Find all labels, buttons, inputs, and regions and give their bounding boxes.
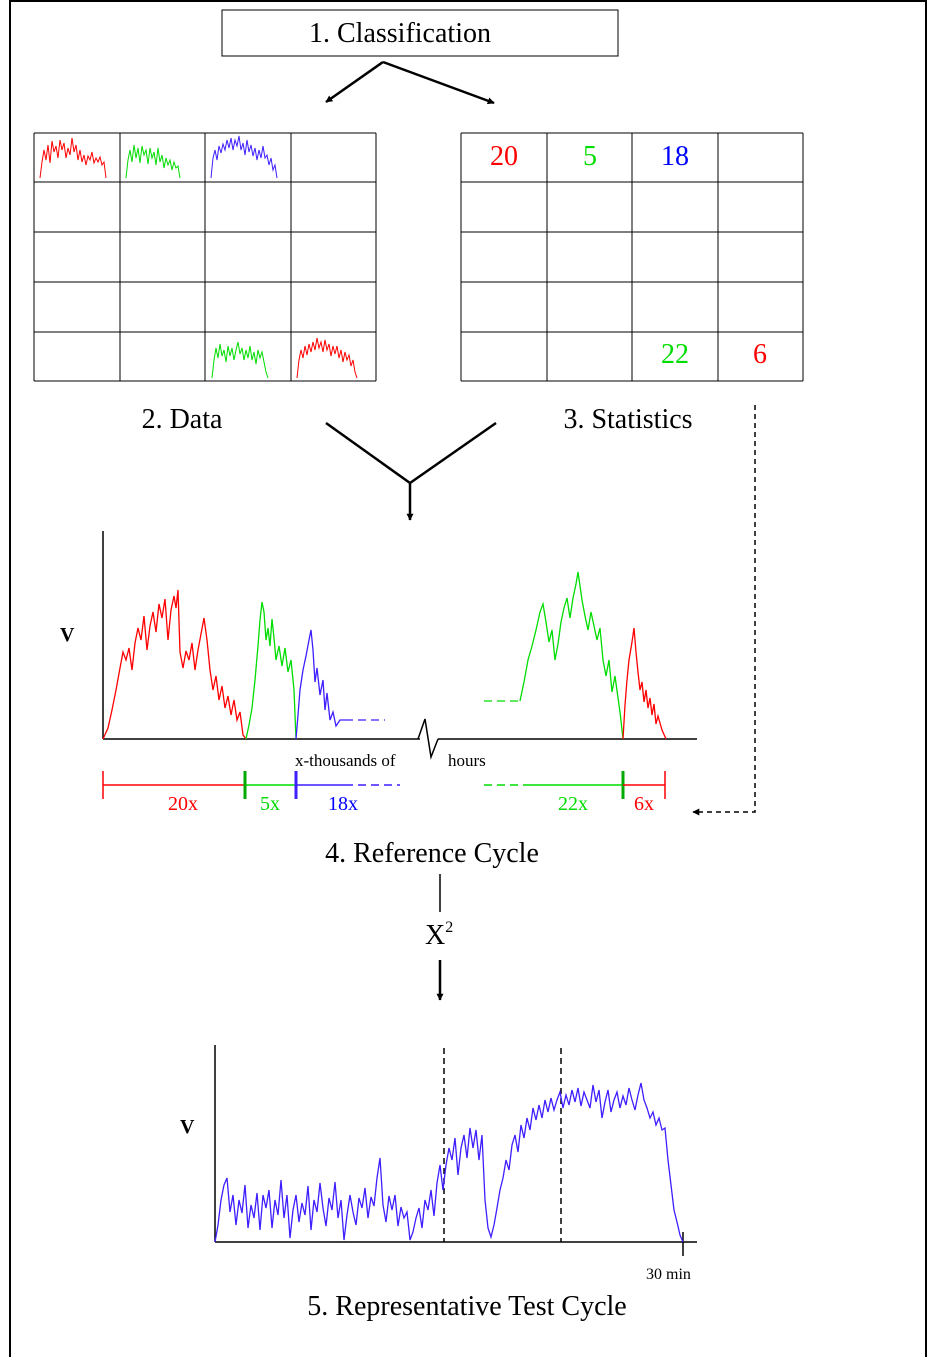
ref-trace-green-1 xyxy=(245,601,297,740)
ref-trace-blue-1 xyxy=(295,629,345,740)
statistics-label: 3. Statistics xyxy=(563,404,692,435)
sparkline-red-1 xyxy=(39,137,107,179)
test-x-end-label: 30 min xyxy=(646,1266,691,1283)
merge-arrow-left xyxy=(325,421,411,485)
segment-label-5x: 5x xyxy=(260,793,280,815)
stat-cell-r5c3: 22 xyxy=(661,339,689,370)
reference-cycle-label: 4. Reference Cycle xyxy=(325,838,539,869)
sparkline-red-2 xyxy=(296,337,358,379)
test-cycle-label: 5. Representative Test Cycle xyxy=(307,1291,626,1322)
segment-label-6x: 6x xyxy=(634,793,654,815)
ref-trace-green-2 xyxy=(519,571,624,740)
ref-y-label: V xyxy=(60,624,75,646)
merge-arrow-right xyxy=(409,421,497,485)
ref-segment-bar xyxy=(102,771,666,799)
segment-label-18x: 18x xyxy=(328,793,358,815)
statistics-grid xyxy=(460,132,804,382)
data-label: 2. Data xyxy=(142,404,223,435)
stat-cell-r1c3: 18 xyxy=(661,141,689,172)
data-grid xyxy=(33,132,377,382)
ref-trace-red-2 xyxy=(622,627,667,740)
chi-square-symbol: X2 xyxy=(425,919,453,951)
data-grid-sparklines xyxy=(39,135,358,379)
stat-cell-r1c1: 20 xyxy=(490,141,518,172)
stat-cell-r5c4: 6 xyxy=(753,339,767,370)
ref-x-label-right: hours xyxy=(448,751,486,770)
split-arrow-right xyxy=(382,60,495,105)
segment-label-22x: 22x xyxy=(558,793,588,815)
stat-cell-r1c2: 5 xyxy=(583,141,597,172)
sparkline-green-2 xyxy=(211,341,269,379)
ref-x-label-left: x-thousands of xyxy=(295,751,396,770)
segment-label-20x: 20x xyxy=(168,793,198,815)
sparkline-blue-1 xyxy=(210,135,278,179)
ref-axis-break xyxy=(417,718,439,760)
statistics-feedback-arrow xyxy=(692,405,756,816)
split-arrow-left xyxy=(325,60,384,104)
ref-trace-red-1 xyxy=(102,589,247,740)
sparkline-green-1 xyxy=(125,144,181,179)
classification-label: 1. Classification xyxy=(309,18,491,49)
classification-box xyxy=(221,9,619,57)
test-y-label: V xyxy=(180,1116,195,1138)
test-cycle-trace xyxy=(214,1082,684,1243)
